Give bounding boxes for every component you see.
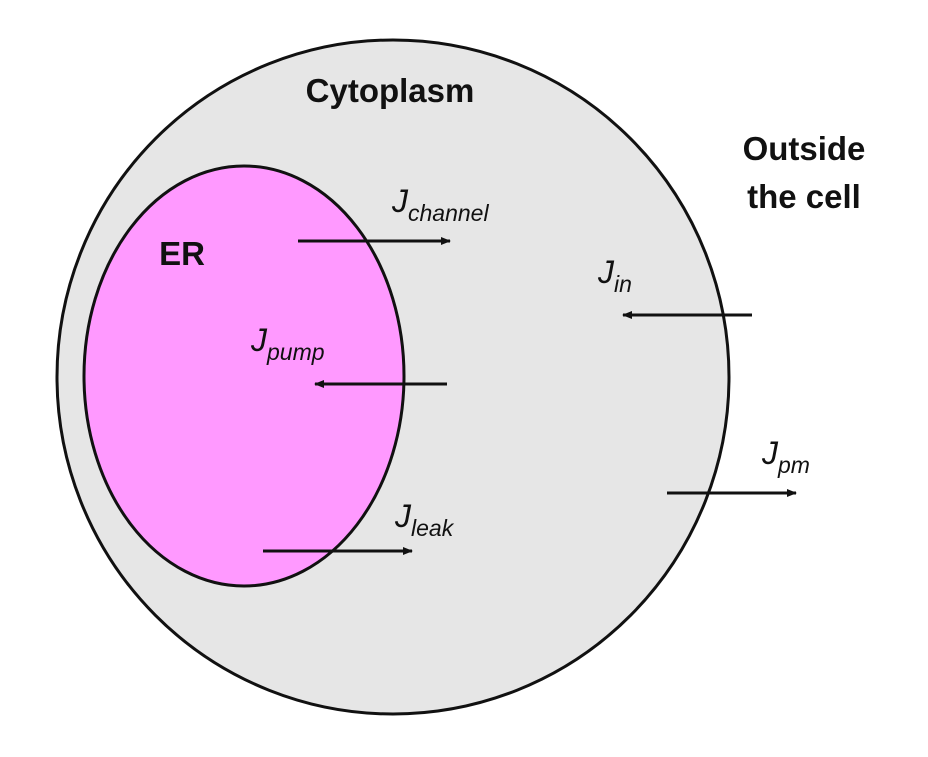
j-pm-subscript: pm bbox=[777, 452, 810, 478]
j-pm-symbol: J bbox=[761, 435, 779, 471]
j-pump-subscript: pump bbox=[266, 339, 325, 365]
j-pump-label: Jpump bbox=[250, 322, 325, 365]
j-pump-symbol: J bbox=[250, 322, 268, 358]
er-membrane bbox=[82, 164, 406, 588]
j-in-symbol: J bbox=[597, 254, 615, 290]
j-leak-label: Jleak bbox=[394, 498, 455, 541]
j-pm-label: Jpm bbox=[761, 435, 810, 478]
j-leak-symbol: J bbox=[394, 498, 412, 534]
j-in-label: Jin bbox=[597, 254, 632, 297]
j-in-subscript: in bbox=[614, 271, 632, 297]
j-channel-label: Jchannel bbox=[391, 183, 489, 226]
outside-label-line2: the cell bbox=[747, 178, 861, 215]
j-channel-symbol: J bbox=[391, 183, 409, 219]
j-leak-subscript: leak bbox=[411, 515, 455, 541]
outside-label-line1: Outside bbox=[743, 130, 866, 167]
j-channel-subscript: channel bbox=[408, 200, 489, 226]
er-label: ER bbox=[159, 235, 205, 272]
cytoplasm-label: Cytoplasm bbox=[306, 72, 475, 109]
